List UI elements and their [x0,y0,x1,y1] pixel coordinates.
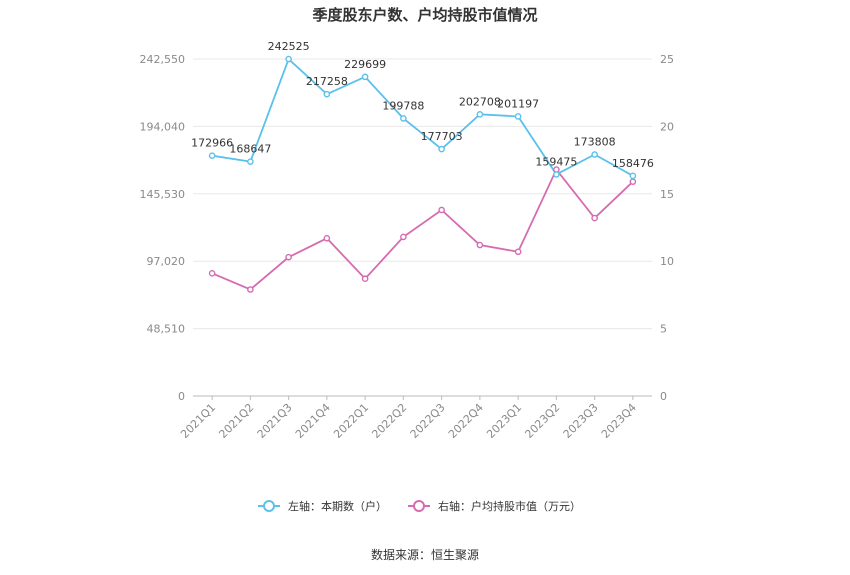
x-axis-tick: 2022Q4 [446,401,486,441]
data-label-holders: 229699 [344,58,386,71]
legend-label-holders: 左轴：本期数（户） [288,499,387,513]
point-market-value [438,206,445,214]
x-axis-tick: 2023Q2 [522,401,562,441]
point-holders [476,111,484,118]
data-label-holders: 158476 [612,157,654,170]
point-market-value [208,270,216,277]
series-line-holders [211,57,634,177]
data-label-holders: 159475 [535,155,577,168]
x-axis-tick: 2021Q3 [255,401,295,441]
left-axis-tick: 145,530 [140,188,186,201]
point-holders [514,113,522,120]
data-label-holders: 168647 [229,143,271,156]
data-label-holders: 173808 [574,136,616,149]
left-axis-tick: 97,020 [147,255,186,268]
right-axis-tick: 25 [660,53,674,66]
data-source: 数据来源：恒生聚源 [370,548,479,562]
point-holders [247,158,254,165]
right-axis-tick: 15 [660,188,674,201]
left-axis-tick: 242,550 [140,53,186,66]
legend-marker-holders [263,500,275,512]
x-axis-tick: 2022Q2 [369,401,409,441]
point-market-value [629,178,637,185]
point-market-value [400,233,407,241]
point-market-value [591,214,598,222]
data-label-holders: 202708 [459,95,501,108]
point-holders [361,73,369,81]
data-label-holders: 177703 [421,130,463,143]
left-axis-tick: 0 [178,390,185,403]
data-label-holders: 172966 [191,137,233,150]
right-axis-tick: 10 [660,255,674,268]
x-axis-tick: 2021Q1 [178,401,218,441]
point-holders [438,145,445,153]
series-line-market-value [211,167,634,291]
legend-label-market-value: 右轴：户均持股市值（万元） [438,499,581,513]
point-holders [553,171,560,178]
point-market-value [247,286,254,293]
right-axis-tick: 5 [660,323,667,336]
left-axis-tick: 48,510 [147,323,186,336]
point-market-value [285,253,292,261]
left-axis-tick: 194,040 [140,120,186,133]
x-axis-tick: 2021Q4 [293,401,333,441]
point-holders [629,172,637,180]
point-holders [400,115,407,122]
right-axis-tick: 20 [660,120,674,133]
x-axis-tick: 2022Q1 [331,401,371,441]
point-holders [591,151,598,158]
chart-title: 季度股东户数、户均持股市值情况 [312,6,538,24]
legend-marker-market-value [413,500,425,512]
point-market-value [514,248,522,256]
x-axis-tick: 2023Q4 [599,401,639,441]
data-label-holders: 217258 [306,75,348,88]
x-axis-tick: 2023Q1 [484,401,524,441]
point-holders [285,55,292,63]
point-market-value [361,275,369,283]
point-market-value [476,241,484,249]
x-axis-tick: 2023Q3 [561,401,601,441]
point-holders [208,152,216,159]
point-holders [323,90,331,98]
x-axis-tick: 2022Q3 [408,401,448,441]
data-label-holders: 199788 [382,99,424,112]
x-axis-tick: 2021Q2 [216,401,256,441]
right-axis-tick: 0 [660,390,667,403]
point-market-value [323,234,331,242]
data-label-holders: 201197 [497,97,539,110]
data-label-holders: 242525 [268,40,310,53]
